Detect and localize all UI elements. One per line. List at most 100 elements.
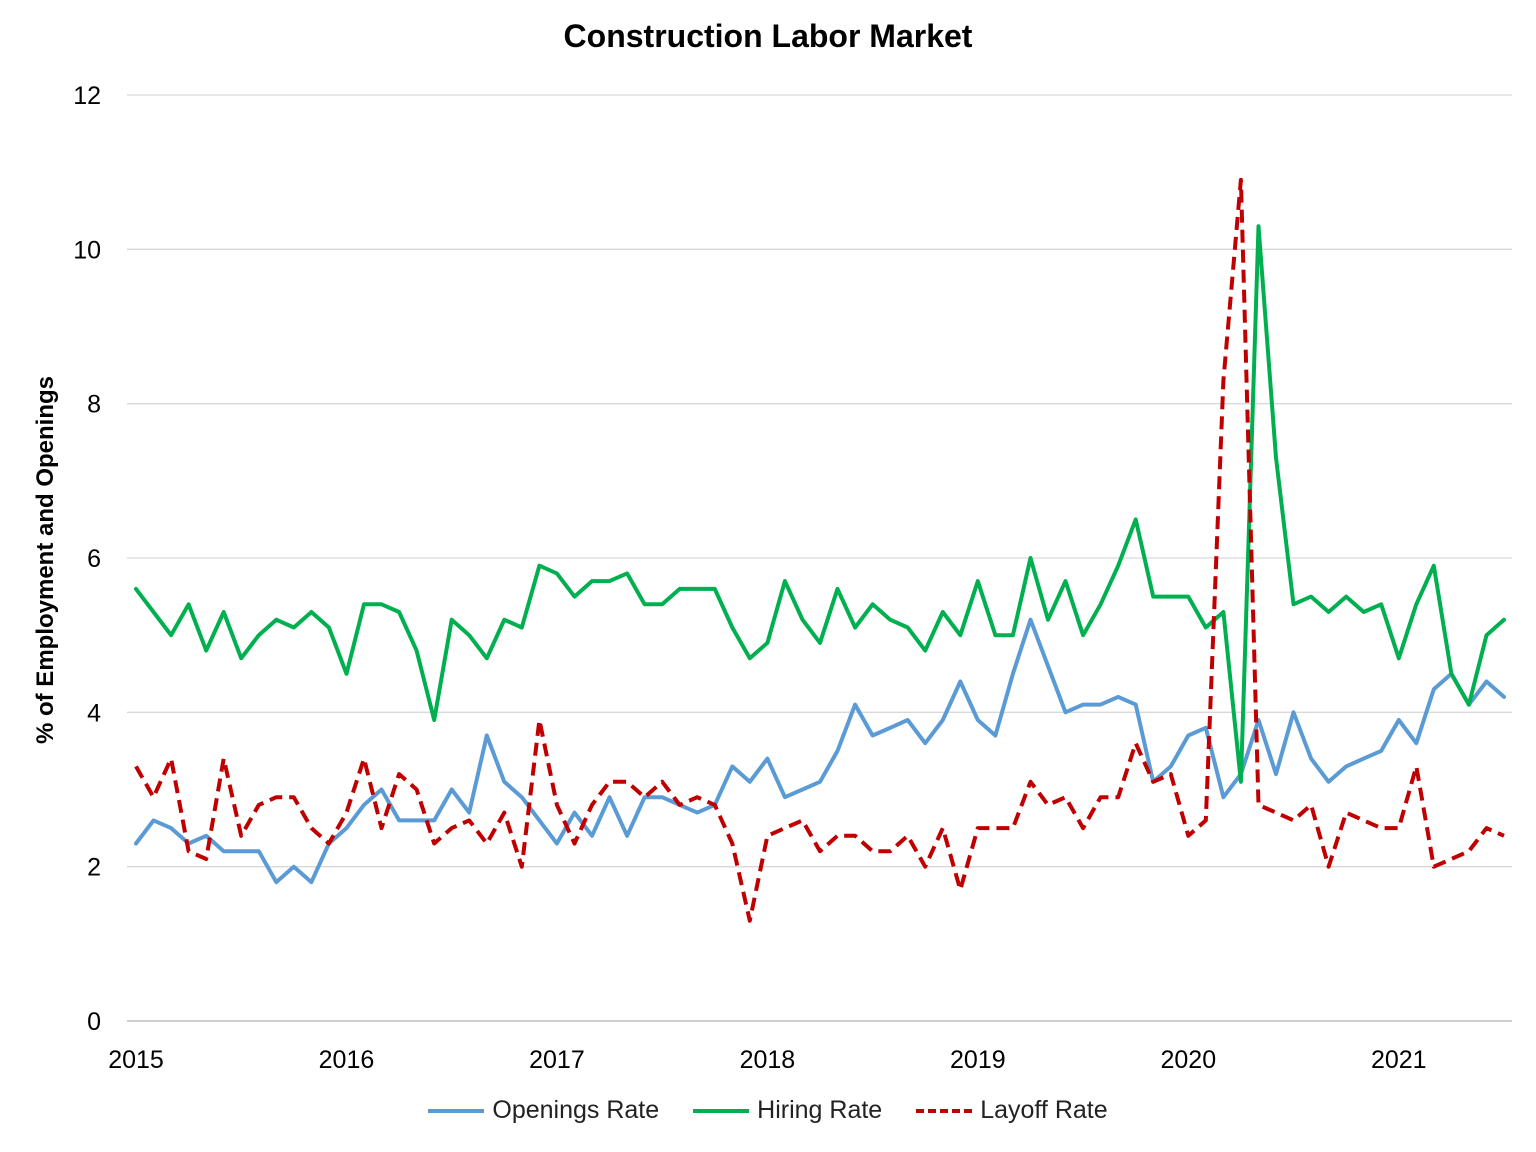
data-point-hiring [642,602,647,607]
data-point-openings [1361,756,1366,761]
data-point-layoff [1151,779,1156,784]
data-point-hiring [344,671,349,676]
data-point-openings [502,779,507,784]
x-tick-label: 2016 [319,1046,375,1074]
data-point-layoff [397,772,402,777]
data-point-openings [1046,664,1051,669]
data-point-hiring [1133,517,1138,522]
data-point-layoff [1466,849,1471,854]
x-tick-label: 2015 [108,1046,164,1074]
data-point-layoff [905,833,910,838]
data-point-layoff [975,826,980,831]
data-point-layoff [1238,177,1243,182]
data-point-openings [800,787,805,792]
data-point-layoff [782,826,787,831]
data-point-layoff [1291,818,1296,823]
data-point-openings [256,849,261,854]
data-point-openings [362,802,367,807]
data-point-layoff [432,841,437,846]
data-point-layoff [1116,795,1121,800]
y-tick-label: 0 [87,1008,101,1036]
data-point-openings [1186,733,1191,738]
data-point-layoff [625,779,630,784]
legend-label-hiring: Hiring Rate [757,1096,883,1124]
data-point-layoff [537,718,542,723]
data-point-hiring [1203,625,1208,630]
data-point-hiring [397,610,402,615]
legend-item-openings[interactable]: Openings Rate [428,1096,659,1125]
data-point-hiring [870,602,875,607]
data-point-openings [1309,756,1314,761]
x-tick-label: 2018 [740,1046,796,1074]
data-point-hiring [274,617,279,622]
data-point-layoff [1010,826,1015,831]
data-point-openings [221,849,226,854]
data-point-openings [625,833,630,838]
data-point-layoff [1502,833,1507,838]
data-point-hiring [1081,633,1086,638]
data-point-layoff [1221,378,1226,383]
data-point-hiring [432,718,437,723]
data-point-openings [397,818,402,823]
legend-item-layoff[interactable]: Layoff Rate [916,1096,1108,1125]
legend-label-openings: Openings Rate [492,1096,660,1124]
data-point-layoff [1309,802,1314,807]
data-point-hiring [835,586,840,591]
data-point-layoff [923,864,928,869]
data-point-hiring [1168,594,1173,599]
legend-item-hiring[interactable]: Hiring Rate [693,1096,882,1125]
series-line-layoff [134,177,1505,923]
data-point-hiring [1361,610,1366,615]
data-point-hiring [1151,594,1156,599]
data-point-openings [1484,679,1489,684]
data-point-hiring [660,602,665,607]
data-point-hiring [607,579,612,584]
data-point-hiring [309,610,314,615]
data-point-openings [888,725,893,730]
data-point-layoff [590,802,595,807]
data-point-openings [291,864,296,869]
data-point-openings [151,818,156,823]
data-point-layoff [1168,772,1173,777]
data-point-hiring [712,586,717,591]
data-point-hiring [1449,671,1454,676]
data-point-layoff [1028,779,1033,784]
data-point-hiring [221,610,226,615]
data-point-openings [1116,694,1121,699]
data-point-hiring [537,563,542,568]
series-points-layoff [134,177,1507,923]
data-point-layoff [1414,764,1419,769]
data-point-openings [695,810,700,815]
data-point-hiring [1046,617,1051,622]
data-point-hiring [291,625,296,630]
data-point-layoff [1274,810,1279,815]
data-point-openings [923,741,928,746]
data-point-openings [958,679,963,684]
data-point-layoff [169,756,174,761]
data-point-hiring [1238,779,1243,784]
data-point-hiring [1379,602,1384,607]
data-point-layoff [519,864,524,869]
data-point-hiring [888,617,893,622]
data-point-openings [1379,748,1384,753]
data-point-openings [344,826,349,831]
data-point-openings [660,795,665,800]
data-point-openings [1326,779,1331,784]
data-point-layoff [467,818,472,823]
data-point-hiring [572,594,577,599]
data-point-layoff [449,826,454,831]
data-point-layoff [414,787,419,792]
data-point-hiring [414,648,419,653]
data-point-layoff [1431,864,1436,869]
data-point-hiring [747,656,752,661]
data-point-hiring [467,633,472,638]
data-point-hiring [1484,633,1489,638]
data-point-layoff [572,841,577,846]
data-point-hiring [449,617,454,622]
data-point-layoff [239,833,244,838]
x-tick-label: 2021 [1371,1046,1427,1074]
data-point-openings [309,880,314,885]
data-point-openings [1133,702,1138,707]
data-point-layoff [1396,826,1401,831]
